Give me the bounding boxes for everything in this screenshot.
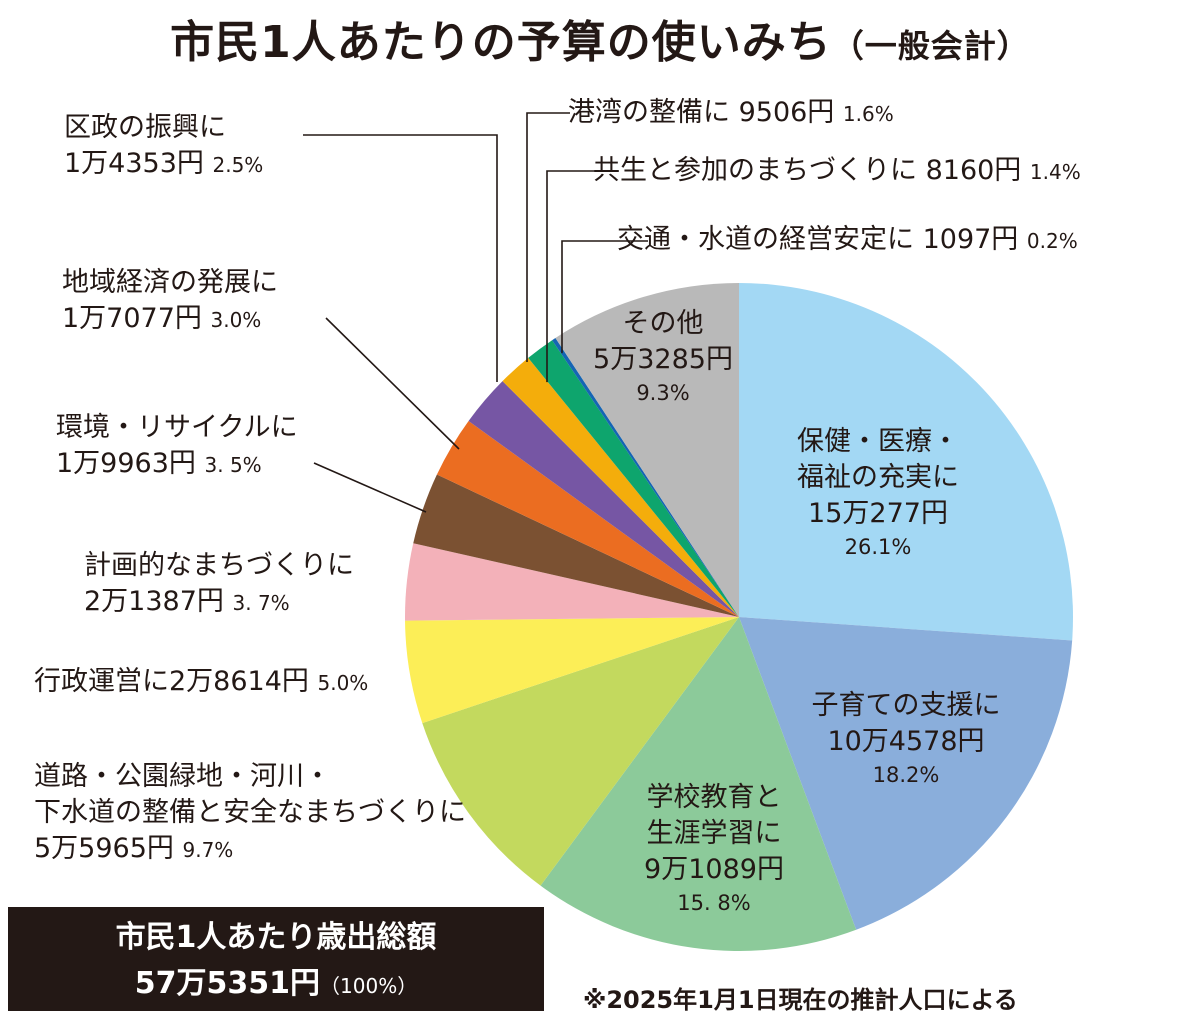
slice-label-9: 港湾の整備に 9506円 1.6% <box>568 97 894 128</box>
slice-label-0: 保健・医療・ 福祉の充実に 15万277円 26.1% <box>797 426 959 559</box>
leader-line-8 <box>303 134 498 382</box>
leader-line-6 <box>313 462 427 513</box>
leader-line-11 <box>561 240 648 354</box>
pie-slice-8 <box>468 381 739 617</box>
pie-slice-7 <box>436 420 739 617</box>
pie-slice-0 <box>739 283 1073 641</box>
slice-label-2: 学校教育と 生涯学習に 9万1089円 15. 8% <box>644 782 784 915</box>
pie-slice-3 <box>422 617 739 886</box>
leader-line-9 <box>526 112 570 362</box>
pie-slice-9 <box>502 357 739 617</box>
total-amount: 57万5351円（100%） <box>134 966 418 1001</box>
pie-slice-6 <box>413 474 739 617</box>
slice-label-7: 地域経済の発展に 1万7077円 3.0% <box>62 267 278 334</box>
chart-title: 市民1人あたりの予算の使いみち（一般会計） <box>0 6 1200 70</box>
pie-slice-4 <box>405 617 739 724</box>
pie-slice-1 <box>739 617 1073 930</box>
title-subtitle: （一般会計） <box>831 27 1030 65</box>
slice-label-8: 区政の振興に 1万4353円 2.5% <box>64 112 264 179</box>
slice-label-4: 行政運営に2万8614円 5.0% <box>34 666 369 697</box>
slice-label-3: 道路・公園緑地・河川・ 下水道の整備と安全なまちづくりに 5万5965円 9.7… <box>34 761 466 864</box>
pie-slice-12 <box>555 283 739 617</box>
leader-line-10 <box>546 170 603 383</box>
pie-slice-5 <box>405 543 739 621</box>
leader-line-7 <box>325 317 460 450</box>
total-box: 市民1人あたり歳出総額 57万5351円（100%） <box>8 907 544 1011</box>
total-label: 市民1人あたり歳出総額 <box>115 920 437 955</box>
slice-label-10: 共生と参加のまちづくりに 8160円 1.4% <box>593 155 1081 186</box>
slice-label-6: 環境・リサイクルに 1万9963円 3. 5% <box>56 412 298 479</box>
pie-slice-10 <box>528 340 739 617</box>
title-main: 市民1人あたりの予算の使いみち <box>170 17 832 68</box>
slice-label-12: その他 5万3285円 9.3% <box>593 308 733 405</box>
pie-slice-2 <box>540 617 857 952</box>
footnote: ※2025年1月1日現在の推計人口による <box>583 986 1018 1014</box>
pie-slice-11 <box>552 337 739 617</box>
slice-label-1: 子育ての支援に 10万4578円 18.2% <box>811 690 1001 787</box>
slice-label-5: 計画的なまちづくりに 2万1387円 3. 7% <box>84 550 354 617</box>
slice-label-11: 交通・水道の経営安定に 1097円 0.2% <box>617 224 1078 255</box>
